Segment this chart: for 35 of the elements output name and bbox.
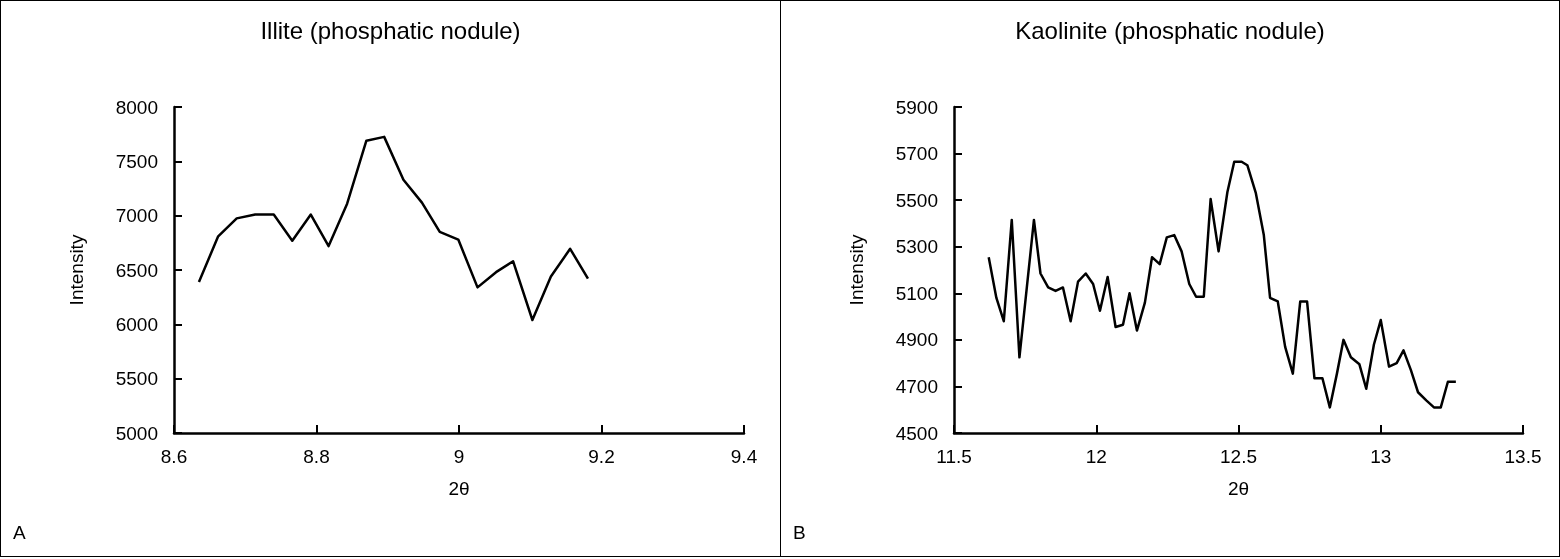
y-tick-label: 8000: [115, 96, 158, 118]
y-tick-label: 5500: [895, 189, 938, 211]
y-tick-label: 5100: [895, 282, 938, 304]
y-tick-label: 4900: [895, 329, 938, 351]
y-axis-title: Intensity: [846, 234, 867, 306]
x-axis-title: 2θ: [448, 478, 470, 499]
x-tick-label: 8.8: [303, 446, 330, 467]
text: B: [793, 522, 806, 543]
y-tick-label: 5900: [895, 96, 938, 118]
x-tick-label: 8.6: [160, 446, 188, 467]
y-tick-label: 5000: [115, 422, 158, 444]
line-series: [987, 160, 1458, 409]
y-tick-label: 5500: [115, 368, 158, 390]
y-axis-title: Intensity: [66, 234, 87, 306]
x-tick-label: 12.5: [1220, 446, 1257, 467]
y-tick-label: 7500: [115, 150, 158, 172]
y-tick-label: 5300: [895, 236, 938, 258]
x-tick-label: 13.5: [1504, 446, 1542, 467]
x-axis-title: 2θ: [1227, 478, 1250, 499]
x-tick-label: 13: [1370, 446, 1392, 467]
x-tick-label: 9: [453, 446, 465, 467]
y-tick-label: 6000: [115, 313, 158, 335]
x-tick-label: 9.2: [588, 446, 615, 467]
x-tick-label: 12: [1085, 446, 1107, 467]
y-tick-label: 5700: [895, 143, 938, 165]
text: A: [13, 522, 26, 543]
x-tick-label: 11.5: [936, 446, 972, 467]
y-tick-label: 4500: [895, 422, 938, 444]
y-tick-label: 7000: [115, 205, 158, 227]
line-series: [197, 135, 590, 322]
chart-title: Illite (phosphatic nodule): [260, 16, 521, 44]
y-tick-label: 6500: [115, 259, 158, 281]
chart-title: Kaolinite (phosphatic nodule): [1015, 16, 1325, 44]
x-tick-label: 9.4: [730, 446, 758, 467]
y-tick-label: 4700: [895, 375, 938, 397]
